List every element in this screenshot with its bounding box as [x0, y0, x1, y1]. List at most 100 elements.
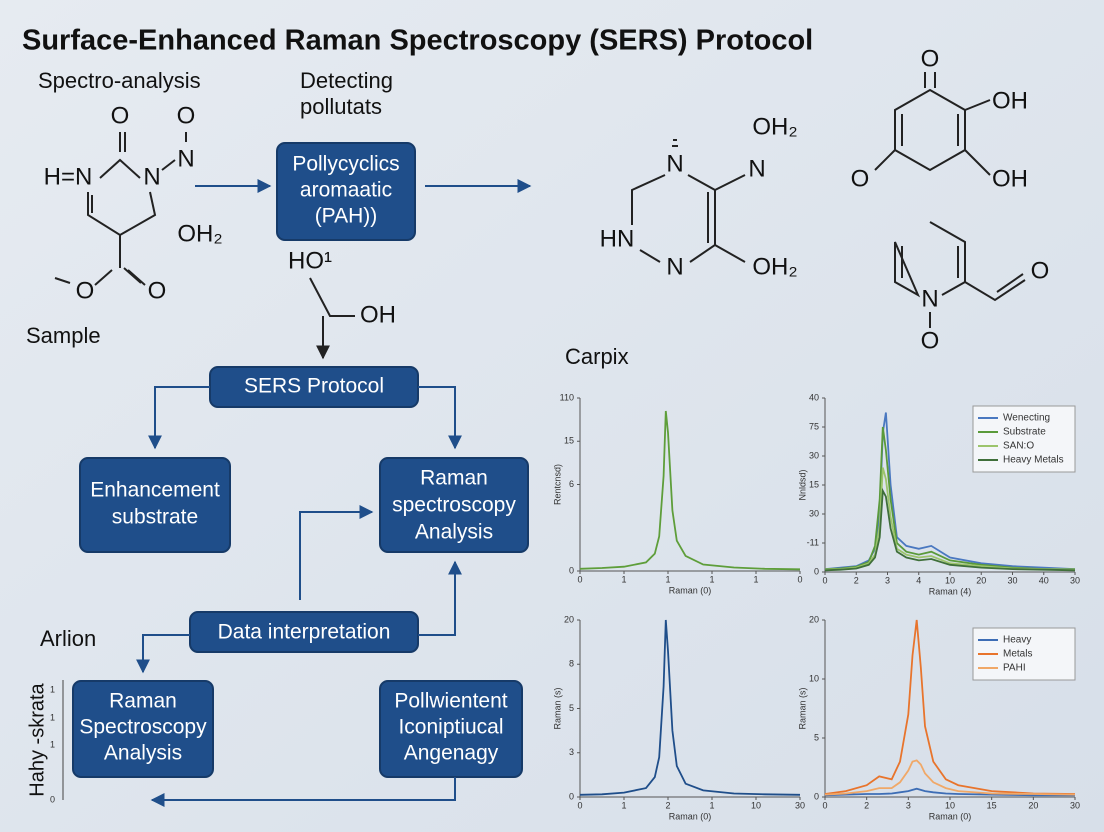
arrow: [418, 386, 462, 450]
side-axis: Hahy -skrata 1 1 1 0: [26, 680, 64, 804]
x-tick-label: 10: [945, 800, 955, 810]
flowchart: Pollycyclics aromaatic (PAH)) HO¹ OH SER…: [72, 142, 532, 807]
legend-label: Substrate: [1003, 427, 1046, 438]
arrow: [418, 560, 462, 636]
spectrum-line: [579, 619, 801, 796]
arrow: [136, 634, 190, 674]
box-text: Spectroscopy: [79, 716, 207, 739]
x-tick-label: 0: [797, 574, 802, 584]
x-tick-label: 30: [795, 800, 805, 810]
spectrum-line: [824, 412, 1076, 570]
y-tick-label: 0: [569, 791, 574, 801]
legend-label: Metals: [1003, 649, 1032, 660]
x-tick-label: 0: [822, 575, 827, 585]
molecule: N OH₂ N HN N OH₂: [600, 113, 798, 280]
box: [72, 680, 214, 778]
box: [379, 680, 523, 778]
x-tick-label: 20: [976, 575, 986, 585]
box: [379, 457, 529, 553]
x-tick-label: 30: [1007, 575, 1017, 585]
y-axis-label: Raman (s): [797, 687, 807, 729]
box-text: Analysis: [104, 742, 182, 765]
x-tick-label: 40: [1039, 575, 1049, 585]
y-tick-label: 5: [569, 703, 574, 713]
y-tick-label: 6: [569, 479, 574, 489]
y-tick-label: 40: [809, 392, 819, 402]
box: [276, 142, 416, 241]
x-tick-label: 0: [822, 800, 827, 810]
spectrum-line: [824, 487, 1076, 572]
x-tick-label: 0: [577, 800, 582, 810]
x-tick-label: 0: [577, 574, 582, 584]
box-text: spectroscopy: [392, 494, 516, 517]
y-tick-label: 20: [564, 614, 574, 624]
atom: OH: [992, 165, 1028, 192]
y-tick-label: 30: [809, 508, 819, 518]
spectrum-line: [579, 410, 801, 571]
box-text: Analysis: [415, 521, 493, 544]
tick-label: 1: [50, 712, 55, 722]
box-text: SERS Protocol: [244, 375, 384, 398]
x-tick-label: 1: [621, 800, 626, 810]
x-tick-label: 1: [709, 574, 714, 584]
label: Arlion: [40, 626, 96, 651]
x-tick-label: 1: [621, 574, 626, 584]
axis-label: Hahy -skrata: [26, 682, 48, 796]
tick-label: 1: [50, 684, 55, 694]
x-tick-label: 30: [1070, 800, 1080, 810]
atom: N: [921, 285, 938, 312]
atom: N: [666, 150, 683, 177]
x-tick-label: 1: [665, 574, 670, 584]
molecule: O O H=N N N OH₂ O O: [44, 102, 223, 304]
label: Carpix: [565, 344, 629, 369]
atom: O: [921, 45, 940, 72]
atom: O: [148, 277, 167, 304]
box-text: Enhancement: [90, 479, 220, 502]
y-tick-label: 0: [814, 791, 819, 801]
atom: O: [177, 102, 196, 129]
molecule: N O O: [894, 221, 1049, 354]
x-tick-label: 20: [1028, 800, 1038, 810]
title: Surface-Enhanced Raman Spectroscopy (SER…: [22, 25, 813, 57]
x-tick-label: 3: [885, 575, 890, 585]
y-tick-label: 0: [814, 566, 819, 576]
box-text: aromaatic: [300, 179, 392, 202]
legend-label: SAN:O: [1003, 441, 1034, 452]
legend-label: Wenecting: [1003, 413, 1050, 424]
label: Spectro-analysis: [38, 68, 201, 93]
box: [79, 457, 231, 553]
x-tick-label: 2: [864, 800, 869, 810]
x-tick-label: 10: [751, 800, 761, 810]
x-tick-label: 10: [945, 575, 955, 585]
y-tick-label: 15: [564, 436, 574, 446]
label: Sample: [26, 323, 101, 348]
x-axis-label: Raman (4): [929, 586, 972, 596]
y-tick-label: 30: [809, 450, 819, 460]
spectrum-line: [824, 426, 1075, 570]
atom: HN: [600, 225, 635, 252]
box-text: Raman: [109, 690, 177, 713]
y-tick-label: 0: [569, 565, 574, 575]
y-tick-label: 10: [809, 673, 819, 683]
x-tick-label: 1: [709, 800, 714, 810]
box-text: substrate: [112, 506, 198, 529]
x-axis-label: Raman (0): [929, 811, 972, 821]
x-axis-label: Raman (0): [669, 585, 712, 595]
spectrum-line: [824, 759, 1076, 796]
box: [189, 611, 419, 653]
atom: OH₂: [752, 253, 797, 280]
y-tick-label: 20: [809, 614, 819, 624]
x-tick-label: 3: [906, 800, 911, 810]
atom: N: [666, 253, 683, 280]
box-text: Iconiptiucal: [398, 716, 503, 739]
atom: OH₂: [752, 113, 797, 140]
bond: [309, 277, 355, 317]
y-tick-label: 15: [809, 479, 819, 489]
arrow: [148, 386, 210, 450]
tick-label: 0: [50, 794, 55, 804]
spectrum-line: [824, 787, 1075, 797]
x-tick-label: 2: [854, 575, 859, 585]
x-tick-label: 30: [1070, 575, 1080, 585]
y-tick-label: 110: [560, 392, 574, 402]
atom: HO¹: [288, 247, 332, 274]
